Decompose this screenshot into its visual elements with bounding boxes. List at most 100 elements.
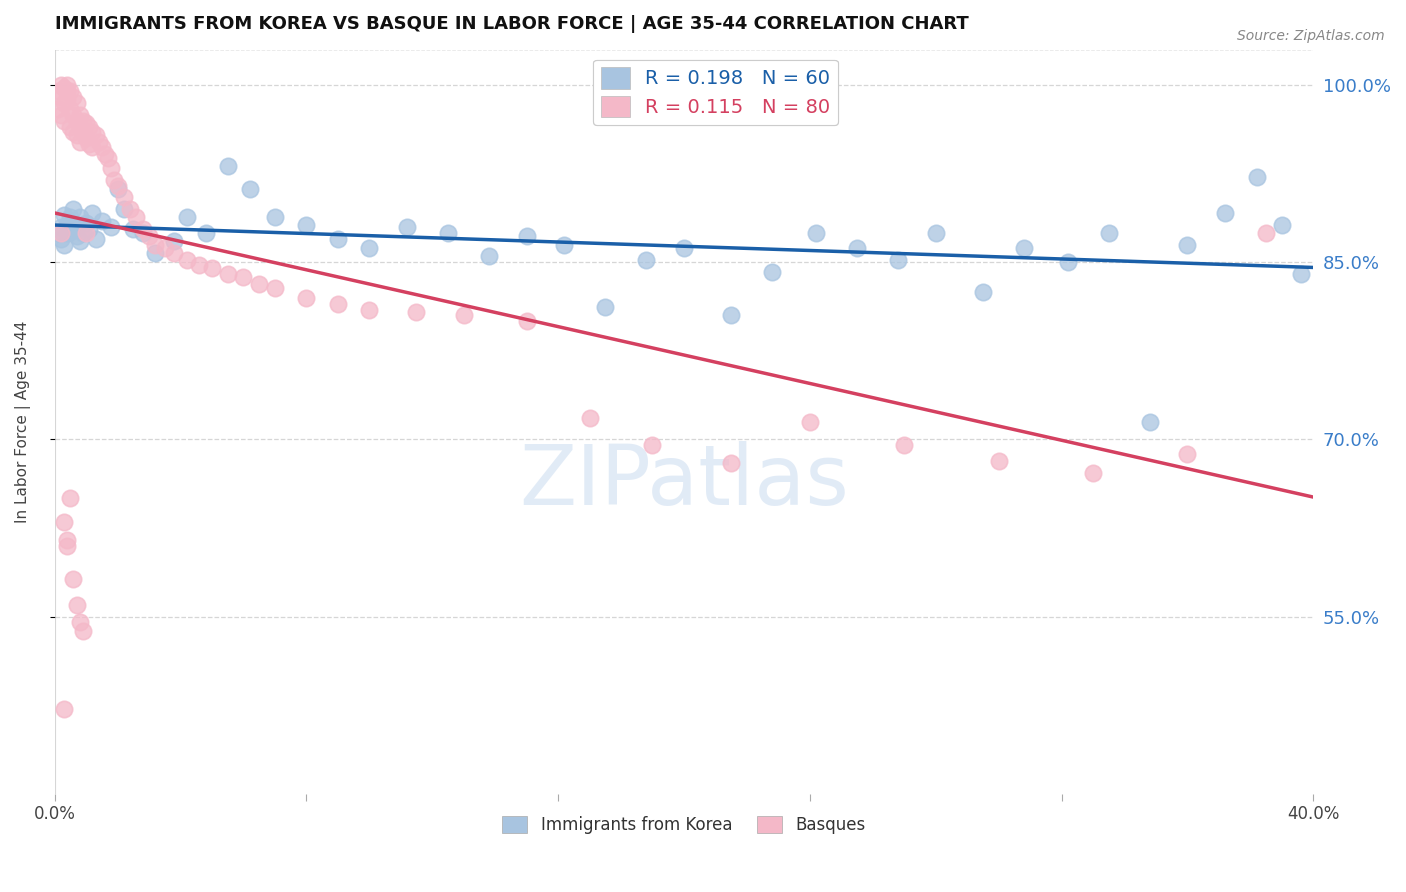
- Point: [138, 229, 160, 244]
- Point: [75, 216, 97, 230]
- Point: [72, 226, 94, 240]
- Point: [201, 261, 224, 276]
- Point: [97, 152, 120, 166]
- Point: [359, 241, 381, 255]
- Point: [59, 120, 82, 134]
- Point: [82, 139, 104, 153]
- Point: [593, 300, 616, 314]
- Point: [107, 182, 129, 196]
- Point: [720, 309, 742, 323]
- Point: [125, 211, 148, 225]
- Point: [437, 226, 460, 240]
- Point: [120, 202, 142, 217]
- Point: [46, 102, 69, 116]
- Point: [553, 237, 575, 252]
- Point: [103, 172, 125, 186]
- Point: [295, 218, 318, 232]
- Point: [69, 120, 91, 134]
- Point: [217, 267, 239, 281]
- Point: [59, 84, 82, 98]
- Point: [56, 533, 79, 547]
- Point: [90, 139, 112, 153]
- Point: [478, 250, 501, 264]
- Point: [56, 78, 79, 93]
- Point: [672, 241, 695, 255]
- Point: [1177, 447, 1199, 461]
- Point: [77, 137, 100, 152]
- Point: [217, 159, 239, 173]
- Point: [53, 515, 76, 529]
- Text: ZIPatlas: ZIPatlas: [519, 441, 849, 522]
- Point: [66, 229, 89, 244]
- Point: [247, 277, 270, 291]
- Point: [720, 456, 742, 470]
- Point: [761, 265, 783, 279]
- Point: [1012, 241, 1035, 255]
- Point: [75, 131, 97, 145]
- Point: [396, 219, 419, 234]
- Point: [1213, 206, 1236, 220]
- Point: [264, 211, 287, 225]
- Point: [49, 232, 72, 246]
- Point: [69, 234, 91, 248]
- Point: [62, 202, 84, 217]
- Point: [53, 208, 76, 222]
- Point: [66, 113, 89, 128]
- Point: [846, 241, 869, 255]
- Point: [453, 309, 475, 323]
- Point: [516, 229, 538, 244]
- Point: [56, 92, 79, 106]
- Point: [66, 598, 89, 612]
- Point: [84, 128, 107, 142]
- Point: [326, 232, 349, 246]
- Point: [132, 226, 155, 240]
- Point: [153, 241, 176, 255]
- Point: [893, 438, 915, 452]
- Point: [326, 296, 349, 310]
- Point: [69, 108, 91, 122]
- Point: [143, 246, 166, 260]
- Point: [69, 615, 91, 630]
- Point: [82, 206, 104, 220]
- Point: [804, 226, 827, 240]
- Point: [72, 113, 94, 128]
- Point: [72, 126, 94, 140]
- Point: [94, 146, 117, 161]
- Point: [46, 226, 69, 240]
- Point: [194, 226, 217, 240]
- Point: [49, 78, 72, 93]
- Text: Source: ZipAtlas.com: Source: ZipAtlas.com: [1237, 29, 1385, 44]
- Point: [77, 120, 100, 134]
- Point: [56, 539, 79, 553]
- Point: [641, 438, 664, 452]
- Point: [53, 237, 76, 252]
- Legend: R = 0.198   N = 60, R = 0.115   N = 80: R = 0.198 N = 60, R = 0.115 N = 80: [593, 60, 838, 125]
- Text: IMMIGRANTS FROM KOREA VS BASQUE IN LABOR FORCE | AGE 35-44 CORRELATION CHART: IMMIGRANTS FROM KOREA VS BASQUE IN LABOR…: [55, 15, 969, 33]
- Point: [72, 624, 94, 638]
- Point: [1271, 218, 1294, 232]
- Point: [176, 211, 198, 225]
- Point: [107, 178, 129, 193]
- Point: [53, 701, 76, 715]
- Point: [84, 232, 107, 246]
- Point: [112, 202, 135, 217]
- Point: [188, 258, 211, 272]
- Point: [924, 226, 946, 240]
- Point: [1081, 466, 1104, 480]
- Point: [75, 116, 97, 130]
- Point: [49, 90, 72, 104]
- Point: [53, 95, 76, 110]
- Point: [163, 246, 186, 260]
- Point: [75, 226, 97, 240]
- Point: [405, 305, 427, 319]
- Y-axis label: In Labor Force | Age 35-44: In Labor Force | Age 35-44: [15, 320, 31, 523]
- Point: [1254, 226, 1277, 240]
- Point: [77, 222, 100, 236]
- Point: [578, 411, 600, 425]
- Point: [49, 108, 72, 122]
- Point: [53, 80, 76, 95]
- Point: [62, 572, 84, 586]
- Point: [59, 211, 82, 225]
- Point: [62, 216, 84, 230]
- Point: [69, 135, 91, 149]
